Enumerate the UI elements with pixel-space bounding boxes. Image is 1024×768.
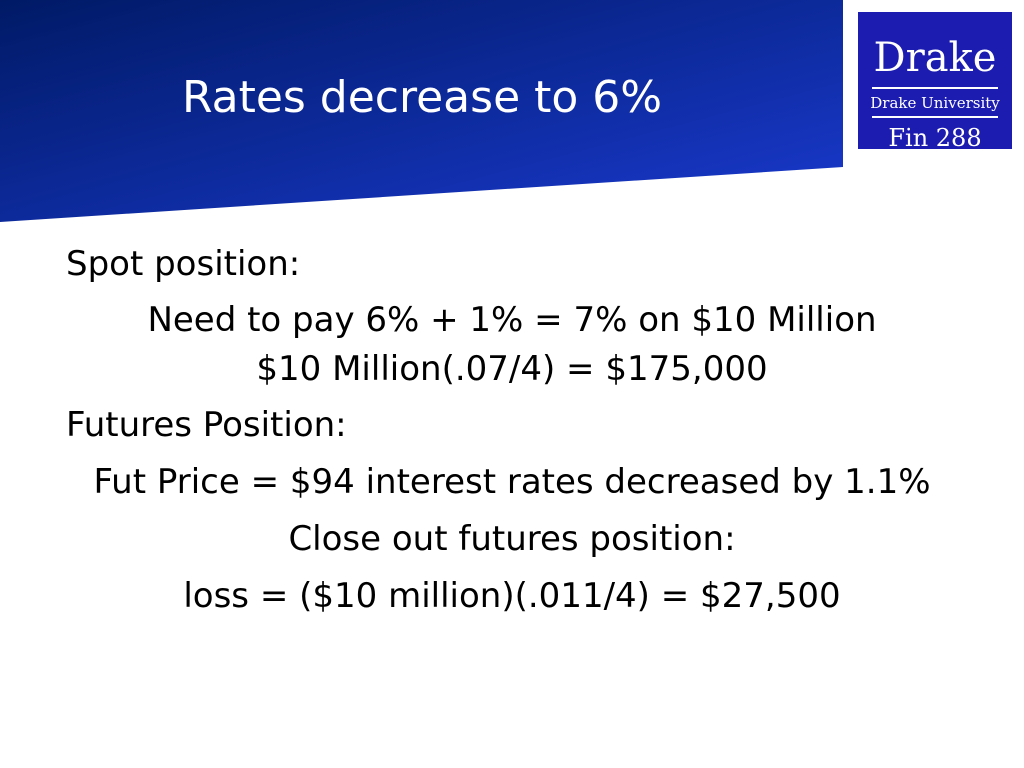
spot-position-heading: Spot position: — [66, 244, 301, 284]
slide-title: Rates decrease to 6% — [182, 72, 663, 123]
futures-position-line-2: Close out futures position: — [288, 519, 736, 559]
title-banner — [0, 0, 843, 222]
futures-position-heading: Futures Position: — [66, 405, 347, 445]
spot-position-line-1: Need to pay 6% + 1% = 7% on $10 Million — [147, 300, 877, 340]
logo-wordmark: Drake — [873, 35, 997, 81]
futures-position-line-1: Fut Price = $94 interest rates decreased… — [93, 462, 931, 502]
spot-position-line-2: $10 Million(.07/4) = $175,000 — [256, 349, 768, 389]
logo-university-name: Drake University — [870, 94, 1000, 112]
drake-university-logo: Drake Drake University Fin 288 — [858, 12, 1012, 152]
logo-course-code: Fin 288 — [888, 124, 982, 152]
logo-divider-bottom — [872, 116, 998, 118]
logo-divider-top — [872, 87, 998, 89]
futures-position-line-3: loss = ($10 million)(.011/4) = $27,500 — [183, 576, 841, 616]
